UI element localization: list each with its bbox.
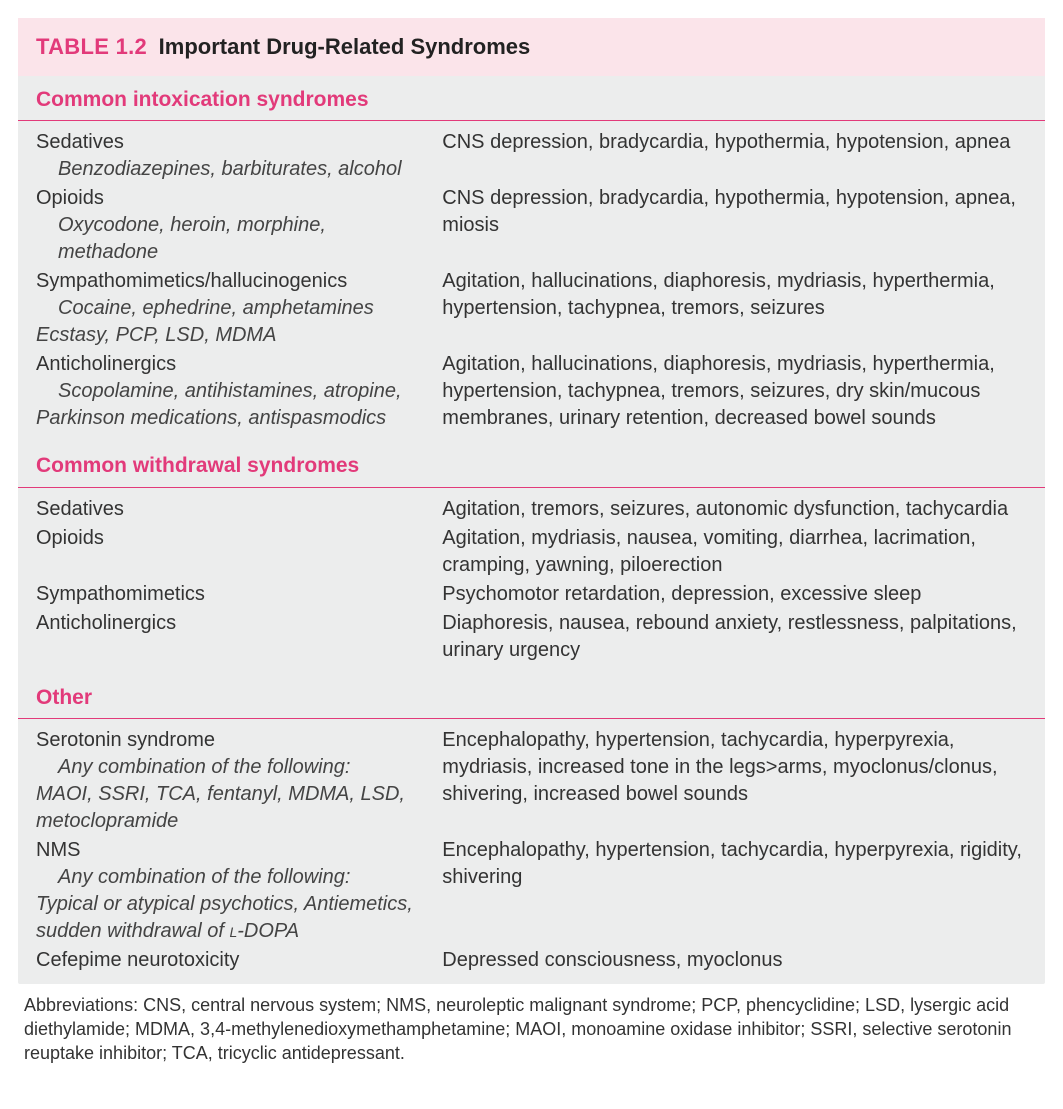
drug-description: Agitation, mydriasis, nausea, vomiting, …: [442, 525, 1027, 579]
drug-description: CNS depression, bradycardia, hypothermia…: [442, 185, 1027, 239]
drug-description: Encephalopathy, hypertension, tachycardi…: [442, 727, 1027, 808]
drug-description: CNS depression, bradycardia, hypothermia…: [442, 129, 1027, 156]
table-row: Anticholinergics Diaphoresis, nausea, re…: [36, 610, 1027, 664]
drug-examples: Any combination of the following:: [36, 754, 430, 781]
section-body-intoxication: Sedatives Benzodiazepines, barbiturates,…: [18, 123, 1045, 442]
abbreviations-footer: Abbreviations: CNS, central nervous syst…: [18, 984, 1045, 1071]
table-title: Important Drug-Related Syndromes: [159, 34, 531, 59]
section-body-other: Serotonin syndrome Any combination of th…: [18, 721, 1045, 984]
drug-examples-cont: Parkinson medications, antispasmodics: [36, 405, 430, 432]
table-row: Opioids Oxycodone, heroin, morphine, met…: [36, 185, 1027, 266]
drug-name: Opioids: [36, 187, 104, 209]
drug-name: Anticholinergics: [36, 353, 176, 375]
drug-examples-cont: Ecstasy, PCP, LSD, MDMA: [36, 322, 430, 349]
drug-description: Depressed consciousness, myoclonus: [442, 947, 1027, 974]
table-row: Anticholinergics Scopolamine, antihistam…: [36, 351, 1027, 432]
drug-name: Anticholinergics: [36, 612, 176, 634]
table-container: TABLE 1.2 Important Drug-Related Syndrom…: [18, 18, 1045, 984]
table-row: Sedatives Benzodiazepines, barbiturates,…: [36, 129, 1027, 183]
section-header-intoxication: Common intoxication syndromes: [18, 76, 1045, 121]
table-row: Sedatives Agitation, tremors, seizures, …: [36, 496, 1027, 523]
table-row: NMS Any combination of the following: Ty…: [36, 837, 1027, 945]
section-body-withdrawal: Sedatives Agitation, tremors, seizures, …: [18, 490, 1045, 674]
drug-examples: Cocaine, ephedrine, amphetamines: [36, 295, 430, 322]
drug-description: Agitation, hallucinations, diaphoresis, …: [442, 268, 1027, 322]
section-header-withdrawal: Common withdrawal syndromes: [18, 442, 1045, 487]
drug-description: Encephalopathy, hypertension, tachycardi…: [442, 837, 1027, 891]
nms-ex-c: -DOPA: [237, 920, 299, 942]
drug-examples: Benzodiazepines, barbiturates, alcohol: [36, 156, 430, 183]
drug-name: Sympathomimetics/hallucinogenics: [36, 270, 347, 292]
drug-name: Sedatives: [36, 131, 124, 153]
drug-name: NMS: [36, 839, 80, 861]
drug-description: Diaphoresis, nausea, rebound anxiety, re…: [442, 610, 1027, 664]
table-row: Sympathomimetics Psychomotor retardation…: [36, 581, 1027, 608]
nms-ex-a: Typical or atypical psychotics, Antiemet…: [36, 893, 413, 942]
table-row: Sympathomimetics/hallucinogenics Cocaine…: [36, 268, 1027, 349]
drug-name: Cefepime neurotoxicity: [36, 949, 239, 971]
drug-name: Opioids: [36, 527, 104, 549]
drug-examples: Any combination of the following:: [36, 864, 430, 891]
drug-examples-cont: Typical or atypical psychotics, Antiemet…: [36, 891, 430, 945]
drug-description: Agitation, tremors, seizures, autonomic …: [442, 496, 1027, 523]
section-header-other: Other: [18, 674, 1045, 719]
table-row: Opioids Agitation, mydriasis, nausea, vo…: [36, 525, 1027, 579]
table-row: Serotonin syndrome Any combination of th…: [36, 727, 1027, 835]
drug-examples-cont: MAOI, SSRI, TCA, fentanyl, MDMA, LSD, me…: [36, 781, 430, 835]
drug-description: Agitation, hallucinations, diaphoresis, …: [442, 351, 1027, 432]
table-row: Cefepime neurotoxicity Depressed conscio…: [36, 947, 1027, 974]
drug-description: Psychomotor retardation, depression, exc…: [442, 581, 1027, 608]
drug-name: Serotonin syndrome: [36, 729, 215, 751]
table-header: TABLE 1.2 Important Drug-Related Syndrom…: [18, 18, 1045, 76]
drug-name: Sympathomimetics: [36, 583, 205, 605]
drug-examples: Scopolamine, antihistamines, atropine,: [36, 378, 430, 405]
table-number: TABLE 1.2: [36, 34, 147, 59]
drug-name: Sedatives: [36, 498, 124, 520]
drug-examples: Oxycodone, heroin, morphine, methadone: [36, 212, 430, 266]
